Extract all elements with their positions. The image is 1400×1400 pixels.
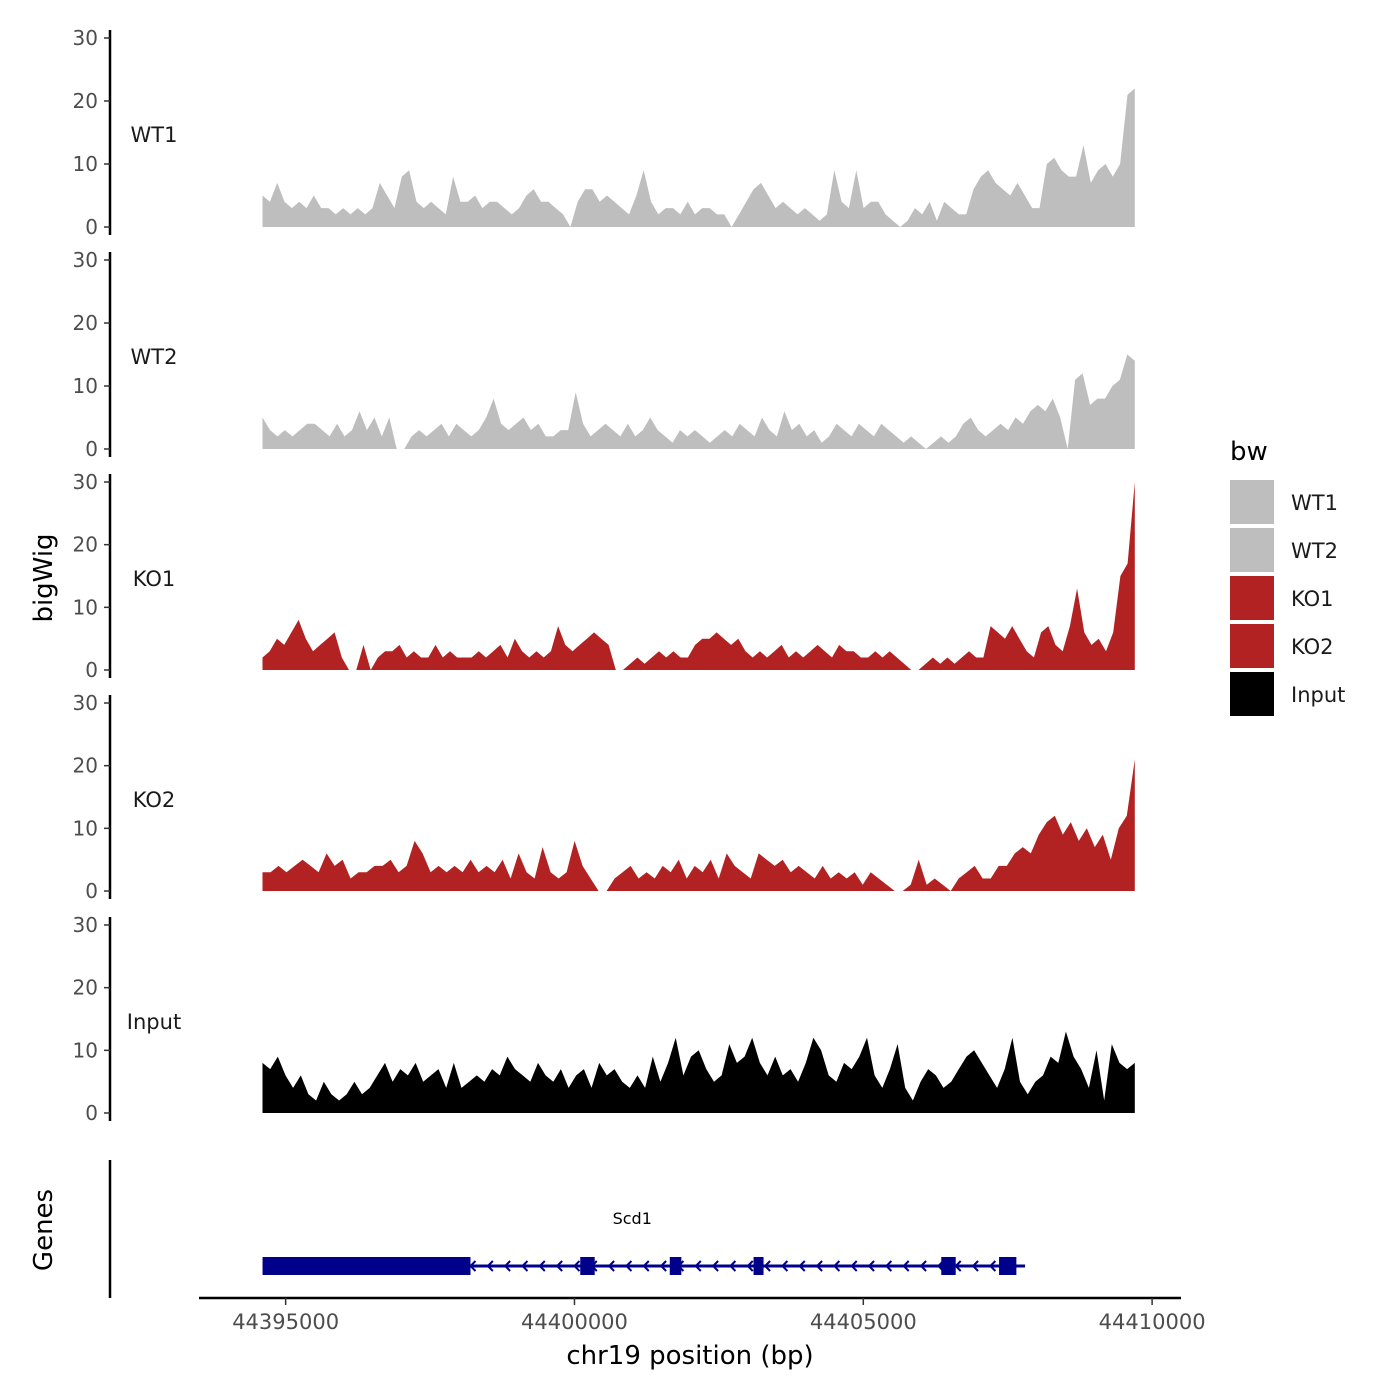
x-tick-label: 44400000 (521, 1310, 628, 1334)
strand-arrow (919, 1260, 927, 1272)
x-tick-label: 44405000 (810, 1310, 917, 1334)
track-ko2: 0 10 20 30 KO2 (73, 691, 1135, 903)
strand-arrow (988, 1260, 997, 1272)
y-tick-label: 10 (73, 152, 98, 176)
gene-track: Scd1 (108, 1160, 1026, 1298)
y-tick-label: 30 (73, 691, 98, 715)
y-tick-label: 20 (73, 311, 98, 335)
y-tick-label: 20 (73, 976, 98, 1000)
y-tick-label: 30 (73, 913, 98, 937)
strand-arrow (832, 1260, 841, 1272)
strand-arrow (521, 1260, 529, 1272)
signal-area-ko1 (262, 482, 1135, 670)
strand-arrow (711, 1260, 719, 1272)
legend-label: KO1 (1291, 587, 1334, 611)
exon (669, 1257, 682, 1275)
exon (753, 1257, 764, 1275)
y-tick-label: 0 (85, 1101, 98, 1125)
y-tick-label: 10 (73, 816, 98, 840)
track-wt2: 0 10 20 30 WT2 (73, 248, 1135, 461)
y-tick-label: 20 (73, 754, 98, 778)
y-tick-label: 10 (73, 374, 98, 398)
track-ko1: 0 10 20 30 KO1 (73, 470, 1135, 682)
legend-key-ko1 (1230, 576, 1274, 620)
legend-label: WT1 (1291, 491, 1338, 515)
strand-arrow (625, 1260, 633, 1272)
y-axis-title: bigWig (29, 533, 59, 622)
y-tick-label: 20 (73, 89, 98, 113)
strand-arrow (884, 1260, 893, 1272)
strand-arrow (486, 1260, 494, 1272)
strand-arrow (659, 1260, 667, 1272)
strand-arrow (902, 1260, 910, 1272)
strand-arrow (503, 1260, 511, 1272)
tracks: 0 10 20 30 WT1 0 10 20 30 WT2 0 10 20 30 KO1 0 10 20 30 KO2… (73, 26, 1135, 1125)
strand-arrow (607, 1260, 615, 1272)
y-tick-label: 0 (85, 879, 98, 903)
strand-arrow (815, 1260, 823, 1272)
track-label: Input (127, 1010, 181, 1034)
strand-arrow (781, 1260, 789, 1272)
y-tick-label: 20 (73, 533, 98, 557)
track-wt1: 0 10 20 30 WT1 (73, 26, 1135, 239)
signal-area-ko2 (262, 759, 1135, 891)
gene-name-label: Scd1 (613, 1209, 652, 1228)
strand-arrow (850, 1260, 858, 1272)
strand-arrow (642, 1260, 650, 1272)
x-axis-title: chr19 position (bp) (566, 1341, 813, 1371)
strand-arrow (867, 1260, 875, 1272)
y-tick-label: 30 (73, 248, 98, 272)
legend: bw WT1 WT2 KO1 KO2 Input (1230, 437, 1345, 716)
track-label: KO1 (133, 567, 176, 591)
strand-arrow (573, 1260, 581, 1272)
strand-arrow (971, 1260, 979, 1272)
track-label: WT1 (131, 123, 178, 147)
strand-arrow (763, 1260, 771, 1272)
strand-arrow (729, 1260, 737, 1272)
track-label: KO2 (133, 788, 176, 812)
y-tick-label: 0 (85, 437, 98, 461)
x-tick-label: 44395000 (232, 1310, 339, 1334)
gene-track-title: Genes (29, 1189, 59, 1271)
legend-key-wt2 (1230, 528, 1274, 572)
y-tick-label: 10 (73, 595, 98, 619)
strand-arrow (746, 1260, 754, 1272)
exon (941, 1257, 956, 1275)
exon (999, 1257, 1017, 1275)
y-tick-label: 30 (73, 26, 98, 50)
y-tick-label: 0 (85, 658, 98, 682)
y-tick-label: 0 (85, 215, 98, 239)
legend-key-ko2 (1230, 624, 1274, 668)
strand-arrow (555, 1260, 563, 1272)
y-tick-label: 10 (73, 1038, 98, 1062)
legend-title: bw (1230, 437, 1268, 467)
exon (262, 1257, 471, 1275)
legend-label: Input (1291, 683, 1345, 707)
legend-label: WT2 (1291, 539, 1338, 563)
signal-area-input (262, 1031, 1135, 1113)
track-label: WT2 (131, 345, 178, 369)
strand-arrow (538, 1260, 546, 1272)
legend-key-input (1230, 672, 1274, 716)
track-input: 0 10 20 30 Input (73, 913, 1135, 1125)
strand-arrow (798, 1260, 806, 1272)
signal-area-wt1 (262, 88, 1135, 228)
strand-arrow (694, 1260, 702, 1272)
y-tick-label: 30 (73, 470, 98, 494)
x-tick-label: 44410000 (1099, 1310, 1206, 1334)
legend-label: KO2 (1291, 635, 1334, 659)
legend-key-wt1 (1230, 480, 1274, 524)
exon (580, 1257, 595, 1275)
x-axis: 44395000 44400000 44405000 44410000 (199, 1296, 1206, 1334)
signal-area-wt2 (262, 354, 1135, 449)
